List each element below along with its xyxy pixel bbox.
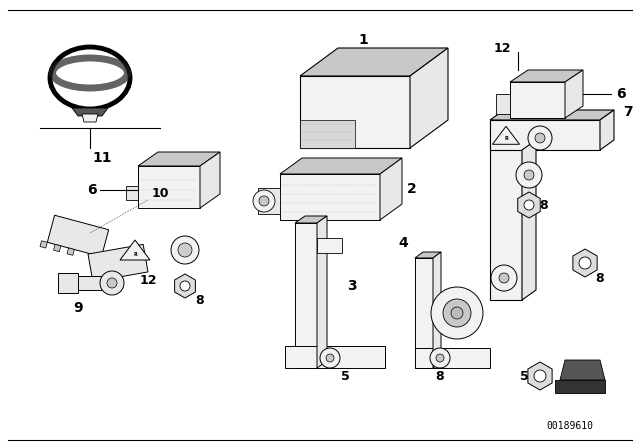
Circle shape <box>534 370 546 382</box>
Circle shape <box>326 354 334 362</box>
Polygon shape <box>126 186 138 200</box>
Circle shape <box>524 170 534 180</box>
Text: 6: 6 <box>87 183 97 197</box>
Polygon shape <box>54 244 61 252</box>
Polygon shape <box>415 348 490 368</box>
Polygon shape <box>415 252 441 258</box>
Polygon shape <box>317 216 327 368</box>
Circle shape <box>451 307 463 319</box>
Polygon shape <box>67 248 74 255</box>
Polygon shape <box>285 346 385 368</box>
Text: 8: 8 <box>436 370 444 383</box>
Polygon shape <box>510 82 565 118</box>
Circle shape <box>535 133 545 143</box>
Text: 5: 5 <box>520 370 529 383</box>
Polygon shape <box>115 277 122 284</box>
Polygon shape <box>300 120 355 148</box>
Polygon shape <box>175 274 195 298</box>
Circle shape <box>436 354 444 362</box>
Polygon shape <box>300 76 410 148</box>
Polygon shape <box>100 279 108 286</box>
Circle shape <box>579 257 591 269</box>
Text: 12: 12 <box>140 273 157 287</box>
Polygon shape <box>88 244 148 282</box>
Polygon shape <box>510 70 583 82</box>
Circle shape <box>431 287 483 339</box>
Circle shape <box>320 348 340 368</box>
Polygon shape <box>78 276 108 290</box>
Polygon shape <box>493 126 520 144</box>
Polygon shape <box>518 192 540 218</box>
Polygon shape <box>87 282 94 289</box>
Circle shape <box>100 271 124 295</box>
Polygon shape <box>295 223 317 368</box>
Polygon shape <box>555 380 605 393</box>
Text: 3: 3 <box>347 279 357 293</box>
Polygon shape <box>490 110 614 120</box>
Polygon shape <box>560 360 605 380</box>
Polygon shape <box>138 152 220 166</box>
Polygon shape <box>295 216 327 223</box>
Polygon shape <box>47 215 109 257</box>
Polygon shape <box>565 70 583 118</box>
Polygon shape <box>490 120 600 150</box>
Polygon shape <box>72 108 108 116</box>
Circle shape <box>253 190 275 212</box>
Circle shape <box>528 126 552 150</box>
Circle shape <box>443 299 471 327</box>
Polygon shape <box>258 188 280 214</box>
Circle shape <box>430 348 450 368</box>
Circle shape <box>524 200 534 210</box>
Circle shape <box>499 273 509 283</box>
Polygon shape <box>522 140 536 300</box>
Polygon shape <box>410 48 448 148</box>
Circle shape <box>107 278 117 288</box>
Polygon shape <box>496 94 510 114</box>
Text: R: R <box>133 251 137 257</box>
Polygon shape <box>120 240 150 260</box>
Text: 00189610: 00189610 <box>547 421 593 431</box>
Polygon shape <box>40 241 47 248</box>
Text: 8: 8 <box>196 293 204 306</box>
Text: 7: 7 <box>623 105 633 119</box>
Polygon shape <box>415 258 433 368</box>
Text: 12: 12 <box>493 42 511 55</box>
Polygon shape <box>380 158 402 220</box>
Circle shape <box>180 281 190 291</box>
Polygon shape <box>58 273 78 293</box>
Polygon shape <box>573 249 597 277</box>
Polygon shape <box>280 174 380 220</box>
Circle shape <box>171 236 199 264</box>
Polygon shape <box>490 120 522 300</box>
Circle shape <box>516 162 542 188</box>
Polygon shape <box>200 152 220 208</box>
Polygon shape <box>317 238 342 253</box>
Text: 10: 10 <box>151 186 169 199</box>
Text: 8: 8 <box>596 271 604 284</box>
Circle shape <box>178 243 192 257</box>
Polygon shape <box>280 158 402 174</box>
Text: 6: 6 <box>616 87 626 101</box>
Polygon shape <box>528 362 552 390</box>
Polygon shape <box>300 48 448 76</box>
Text: 5: 5 <box>340 370 349 383</box>
Text: R: R <box>504 136 508 142</box>
Circle shape <box>491 265 517 291</box>
Circle shape <box>259 196 269 206</box>
Text: 2: 2 <box>407 182 417 196</box>
Polygon shape <box>82 114 98 122</box>
Text: 1: 1 <box>358 33 368 47</box>
Text: 8: 8 <box>540 198 548 211</box>
Polygon shape <box>433 252 441 368</box>
Polygon shape <box>138 166 200 208</box>
Polygon shape <box>600 110 614 150</box>
Text: 4: 4 <box>398 236 408 250</box>
Text: 9: 9 <box>73 301 83 315</box>
Text: 11: 11 <box>92 151 112 165</box>
